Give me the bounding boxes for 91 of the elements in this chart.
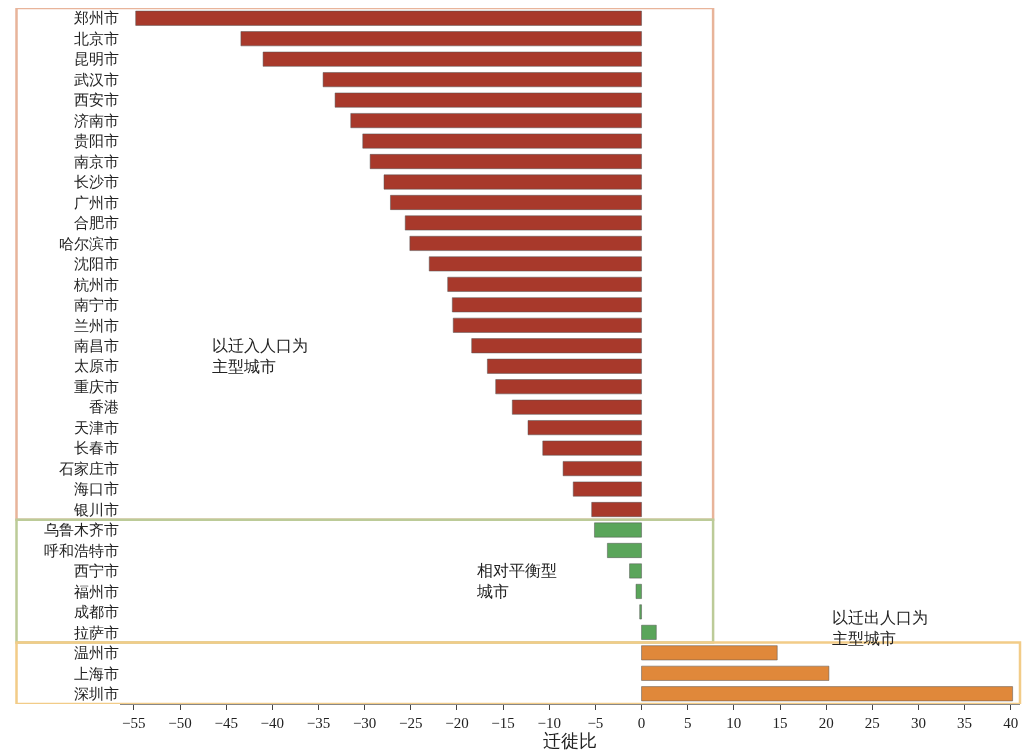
bar <box>607 543 642 558</box>
bar <box>527 420 642 436</box>
bar <box>591 502 642 517</box>
y-tick-label: 深圳市 <box>74 686 119 703</box>
bar <box>409 236 642 251</box>
bar <box>471 338 642 354</box>
x-tick-label: 20 <box>818 715 834 731</box>
x-tick-label: −45 <box>214 715 238 731</box>
bar <box>562 461 642 476</box>
y-tick-label: 重庆市 <box>74 378 119 395</box>
y-tick-label: 石家庄市 <box>59 460 119 477</box>
y-tick-label: 长春市 <box>74 440 119 457</box>
y-tick-label: 北京市 <box>74 30 119 47</box>
y-tick-label: 武汉市 <box>74 71 119 88</box>
x-tick-label: −5 <box>587 715 604 731</box>
x-tick-label: −55 <box>122 715 146 731</box>
x-tick-label: 40 <box>1003 715 1019 731</box>
bar <box>262 51 642 67</box>
x-tick-label: −25 <box>399 715 423 731</box>
y-tick-label: 上海市 <box>74 665 119 682</box>
y-tick-label: 贵阳市 <box>74 133 119 150</box>
bar <box>635 584 642 599</box>
annotation: 以迁出人口为主型城市 <box>832 609 928 647</box>
y-tick-label: 乌鲁木齐市 <box>44 522 119 539</box>
bar <box>641 645 778 661</box>
bar <box>135 10 642 26</box>
bar <box>447 276 642 292</box>
x-tick-label: 35 <box>957 715 973 731</box>
y-tick-label: 西宁市 <box>74 563 119 580</box>
y-tick-label: 银川市 <box>73 501 119 518</box>
y-tick-label: 沈阳市 <box>74 256 119 273</box>
x-tick-label: −40 <box>260 715 285 731</box>
bar <box>495 379 642 395</box>
bar <box>594 522 642 538</box>
x-tick-label: −30 <box>352 715 377 731</box>
y-tick-label: 济南市 <box>74 112 119 129</box>
bar <box>362 133 642 149</box>
x-tick-label: 5 <box>683 715 692 731</box>
bar <box>572 481 642 497</box>
bar <box>322 72 642 88</box>
x-tick-label: −10 <box>537 715 561 731</box>
bar <box>404 215 642 231</box>
x-tick-label: 25 <box>864 715 880 731</box>
bar <box>334 92 642 108</box>
bar <box>542 440 642 456</box>
bar <box>390 195 642 210</box>
y-tick-label: 南昌市 <box>74 338 119 355</box>
bar <box>641 624 657 640</box>
y-tick-label: 天津市 <box>74 419 119 436</box>
y-tick-label: 哈尔滨市 <box>59 235 119 252</box>
y-tick-label: 昆明市 <box>74 51 119 68</box>
y-tick-label: 西安市 <box>74 92 119 109</box>
x-tick-label: −50 <box>168 715 192 731</box>
annotation: 相对平衡型城市 <box>476 562 557 600</box>
bar <box>452 297 642 313</box>
bar <box>369 154 642 169</box>
y-tick-label: 香港 <box>89 399 119 416</box>
bar <box>629 563 642 579</box>
y-tick-label: 合肥市 <box>74 215 119 232</box>
x-tick-label: −20 <box>445 715 469 731</box>
y-tick-label: 拉萨市 <box>74 624 119 641</box>
y-tick-label: 呼和浩特市 <box>44 542 119 559</box>
x-tick-label: 15 <box>772 715 788 731</box>
x-tick-label: −35 <box>306 715 331 731</box>
y-tick-label: 成都市 <box>74 604 119 621</box>
bar <box>350 113 642 128</box>
y-tick-label: 福州市 <box>74 583 119 600</box>
bar <box>452 317 642 333</box>
y-tick-label: 长沙市 <box>74 174 119 191</box>
y-tick-label: 郑州市 <box>74 10 119 27</box>
y-tick-label: 南宁市 <box>74 297 119 314</box>
y-tick-label: 海口市 <box>74 481 119 498</box>
y-tick-label: 兰州市 <box>74 317 119 334</box>
y-tick-label: 广州市 <box>74 194 119 211</box>
x-tick-label: 10 <box>726 715 742 731</box>
annotation: 以迁入人口为主型城市 <box>212 337 308 375</box>
x-tick-label: 30 <box>910 715 926 731</box>
y-tick-label: 南京市 <box>74 153 119 170</box>
x-tick-label: 0 <box>637 715 646 731</box>
bar <box>512 399 642 415</box>
x-axis-title: 迁徙比 <box>543 731 597 751</box>
y-tick-label: 杭州市 <box>73 276 119 293</box>
bar <box>641 686 1013 702</box>
bar <box>428 256 642 272</box>
y-tick-label: 太原市 <box>74 358 119 375</box>
bar <box>487 358 642 374</box>
bar <box>240 31 642 47</box>
bar <box>383 174 642 190</box>
x-tick-label: −15 <box>491 715 515 731</box>
y-tick-label: 温州市 <box>74 645 119 662</box>
bar <box>641 665 830 681</box>
